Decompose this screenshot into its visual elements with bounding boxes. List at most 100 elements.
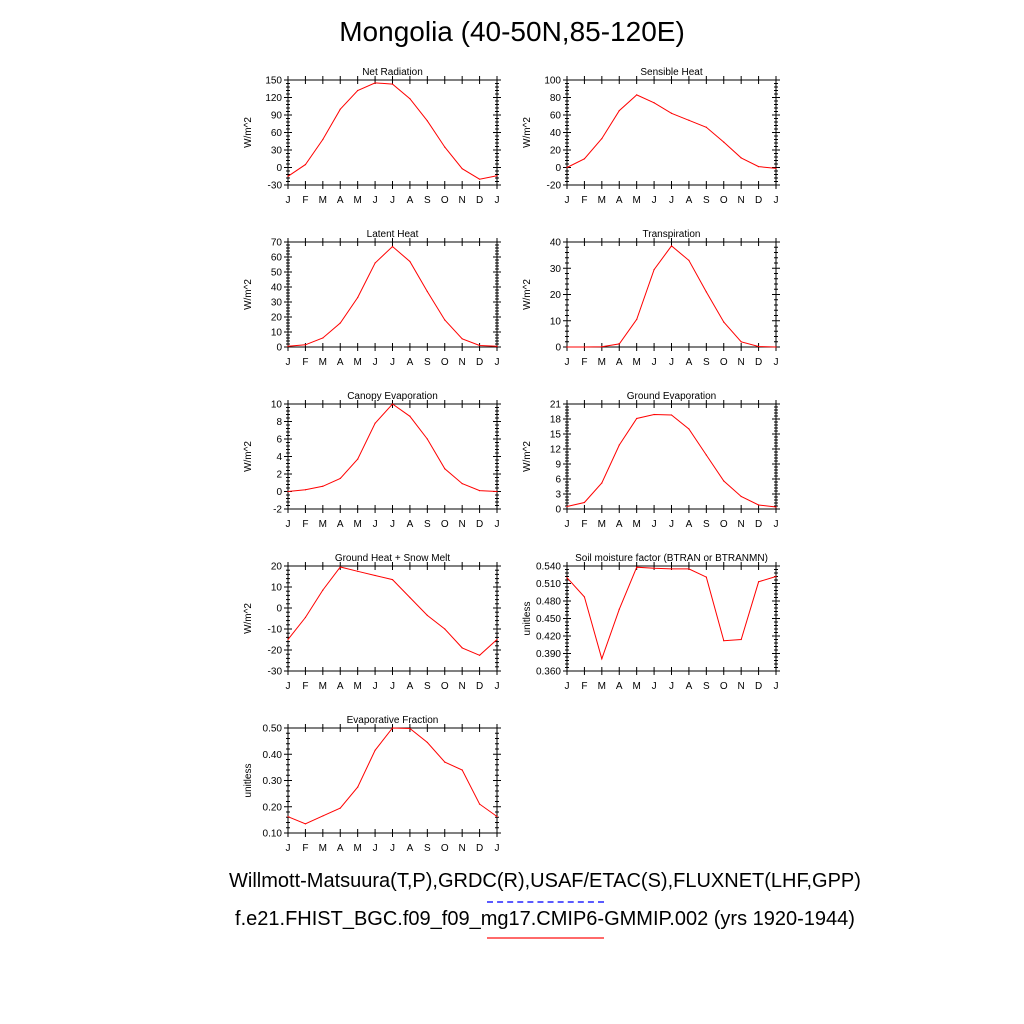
y-axis-label: W/m^2 (243, 279, 254, 310)
x-tick-label: M (632, 195, 640, 206)
y-axis-label: W/m^2 (243, 603, 254, 634)
data-point (322, 485, 324, 487)
data-point (374, 82, 376, 84)
x-tick-label: D (476, 519, 483, 530)
data-point (705, 126, 707, 128)
y-tick-label: 15 (550, 430, 562, 441)
x-tick-label: J (373, 357, 378, 368)
x-tick-label: S (424, 357, 431, 368)
data-point (757, 504, 760, 506)
panel-title: Latent Heat (367, 229, 419, 240)
x-tick-label: A (686, 681, 693, 692)
data-point (287, 175, 289, 177)
x-tick-label: D (476, 681, 483, 692)
y-tick-label: 40 (550, 128, 562, 139)
y-tick-label: 0 (276, 343, 282, 354)
x-tick-label: D (755, 195, 762, 206)
x-tick-label: F (302, 357, 308, 368)
x-tick-label: J (373, 519, 378, 530)
x-tick-label: M (632, 357, 640, 368)
data-point (426, 120, 428, 122)
x-tick-label: A (686, 195, 693, 206)
data-point (478, 490, 481, 492)
x-tick-label: O (720, 357, 728, 368)
y-tick-label: 30 (271, 298, 283, 309)
x-tick-label: A (616, 357, 623, 368)
x-tick-label: M (598, 357, 606, 368)
data-point (583, 501, 586, 504)
data-point (339, 807, 341, 809)
data-point (461, 483, 463, 485)
data-point (461, 647, 463, 649)
panel-title: Soil moisture factor (BTRAN or BTRANMN) (575, 553, 768, 564)
data-point (391, 245, 394, 248)
y-axis-label: W/m^2 (522, 441, 533, 472)
x-tick-label: M (353, 357, 361, 368)
data-point (409, 260, 411, 263)
data-point (618, 110, 620, 112)
data-point (496, 175, 498, 177)
data-point (583, 346, 586, 348)
x-tick-label: M (632, 519, 640, 530)
data-point (322, 138, 324, 141)
data-point (357, 458, 359, 460)
data-point (409, 596, 411, 599)
data-point (461, 769, 463, 771)
x-tick-label: J (495, 681, 500, 692)
data-point (339, 477, 341, 479)
x-tick-label: F (302, 519, 308, 530)
plot-frame (287, 79, 498, 186)
data-point (374, 262, 376, 264)
y-tick-label: 3 (555, 490, 561, 501)
y-tick-label: 60 (550, 111, 562, 122)
x-tick-label: A (686, 357, 693, 368)
y-tick-label: 70 (271, 238, 283, 249)
x-tick-label: A (616, 195, 623, 206)
x-tick-label: O (441, 357, 449, 368)
x-tick-label: J (286, 843, 291, 854)
data-point (304, 489, 307, 491)
data-point (374, 422, 376, 424)
data-point (478, 178, 481, 180)
x-tick-label: J (390, 519, 395, 530)
y-tick-label: 120 (265, 93, 282, 104)
y-tick-label: 40 (271, 283, 283, 294)
x-tick-label: S (424, 843, 431, 854)
x-tick-label: J (774, 195, 779, 206)
data-point (705, 576, 707, 578)
y-tick-label: -30 (268, 181, 283, 192)
x-tick-label: J (495, 357, 500, 368)
data-point (444, 146, 446, 148)
x-tick-label: A (407, 519, 414, 530)
x-tick-label: J (373, 843, 378, 854)
x-tick-label: M (319, 519, 327, 530)
data-point (723, 321, 725, 323)
y-tick-label: 20 (271, 562, 283, 573)
x-tick-label: N (738, 357, 745, 368)
y-tick-label: 100 (544, 76, 561, 87)
data-point (775, 575, 777, 578)
y-tick-label: 2 (276, 470, 282, 481)
y-tick-label: 50 (271, 268, 283, 279)
data-point (444, 468, 446, 470)
data-point (566, 346, 568, 348)
data-point (566, 577, 568, 579)
data-point (566, 505, 568, 508)
x-tick-label: J (286, 357, 291, 368)
x-tick-label: J (669, 681, 674, 692)
x-tick-label: N (459, 357, 466, 368)
data-point (601, 138, 603, 140)
x-tick-label: J (652, 519, 657, 530)
y-tick-label: 30 (550, 264, 562, 275)
data-point (478, 344, 481, 347)
data-point (740, 638, 742, 641)
y-tick-label: 0.450 (536, 614, 561, 625)
data-point (339, 566, 341, 568)
model-legend-line (487, 937, 604, 939)
x-tick-label: M (319, 195, 327, 206)
observations-legend-line (487, 901, 604, 903)
x-tick-label: A (616, 681, 623, 692)
y-tick-label: 6 (555, 475, 561, 486)
plot-frame (287, 241, 498, 348)
